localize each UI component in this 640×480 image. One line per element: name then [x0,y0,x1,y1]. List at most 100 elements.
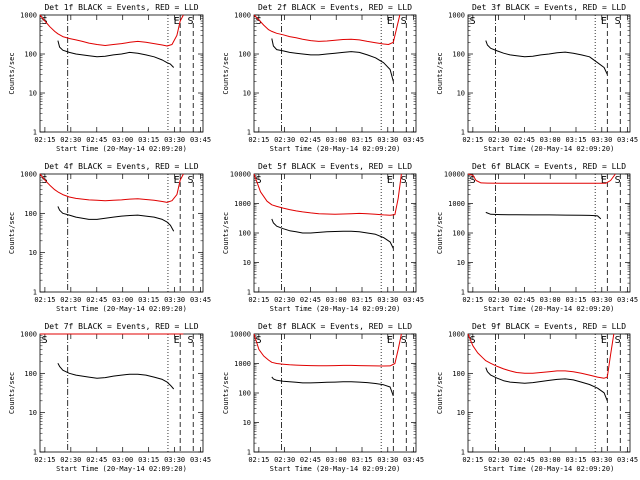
x-tick-label: 03:00 [112,296,133,304]
event-flag-s: S [188,175,194,186]
event-flag-s: S [188,16,194,27]
x-tick-label: 03:00 [540,136,561,144]
x-tick-label: 03:30 [591,456,612,464]
x-axis-label: Start Time (20-May-14 02:09:20) [484,465,615,473]
y-axis-label: Counts/sec [222,212,230,254]
x-tick-label: 02:45 [86,136,107,144]
series-line-events [57,363,175,390]
event-flag-s: S [42,335,48,346]
x-tick-label: 02:30 [60,456,81,464]
series-line-events [57,206,175,232]
y-tick-label: 1000 [448,331,465,339]
x-tick-label: 03:45 [190,136,211,144]
event-flag-e: E [387,16,393,27]
x-tick-label: 03:15 [138,296,159,304]
plot-frame [39,333,204,453]
x-tick-label: 02:45 [300,296,321,304]
y-tick-label: 10 [457,409,465,417]
y-tick-label: 1 [247,289,251,297]
x-axis-label: Start Time (20-May-14 02:09:20) [56,465,187,473]
event-flag-s: S [256,335,262,346]
x-tick-label: 02:45 [86,456,107,464]
y-tick-label: 10000 [444,171,465,179]
event-flag-e: E [174,335,180,346]
x-tick-label: 03:45 [617,136,638,144]
y-tick-label: 1000 [20,171,37,179]
x-tick-label: 02:45 [300,136,321,144]
series-line-lld [253,14,401,45]
event-flag-s: S [401,335,407,346]
x-tick-label: 02:15 [34,136,55,144]
y-tick-label: 10 [29,90,37,98]
y-axis-label: Counts/sec [436,52,444,94]
x-axis-label: Start Time (20-May-14 02:09:20) [484,305,615,313]
x-tick-label: 03:00 [112,136,133,144]
event-flag-s: S [470,16,476,27]
series-line-lld [467,173,616,184]
y-axis-label: Counts/sec [436,372,444,414]
chart-panel-6: Det 6f BLACK = Events, RED = LLD 1 10 100 10… [436,162,638,313]
x-axis-label: Start Time (20-May-14 02:09:20) [270,145,401,153]
chart-title: Det 1f BLACK = Events, RED = LLD [44,3,198,12]
event-flag-s: S [401,16,407,27]
event-flag-e: E [601,16,607,27]
series-line-lld [39,173,184,203]
y-tick-label: 1 [33,129,37,137]
series-line-lld [467,333,615,379]
event-flag-s: S [470,335,476,346]
x-tick-label: 02:15 [34,456,55,464]
y-tick-label: 1 [247,129,251,137]
x-tick-label: 03:45 [403,296,424,304]
x-tick-label: 03:30 [591,136,612,144]
plot-frame [253,333,417,453]
chart-panel-1: Det 1f BLACK = Events, RED = LLD 1 10 100 10… [8,3,211,153]
x-tick-label: 03:45 [403,456,424,464]
chart-panel-3: Det 3f BLACK = Events, RED = LLD 1 10 100 10… [436,3,638,153]
chart-panel-9: Det 9f BLACK = Events, RED = LLD 1 10 100 10… [436,322,638,473]
event-flag-s: S [615,16,621,27]
chart-panel-5: Det 5f BLACK = Events, RED = LLD 1 10 100 10… [222,162,424,313]
x-tick-label: 03:00 [112,456,133,464]
y-tick-label: 1 [461,449,465,457]
x-tick-label: 02:45 [300,456,321,464]
chart-panel-2: Det 2f BLACK = Events, RED = LLD 1 10 100 10… [222,3,424,153]
x-tick-label: 02:30 [274,296,295,304]
x-tick-label: 03:45 [190,296,211,304]
plot-frame [467,333,631,453]
y-tick-label: 1000 [234,12,251,20]
chart-title: Det 6f BLACK = Events, RED = LLD [472,162,626,171]
y-tick-label: 100 [24,210,37,218]
event-flag-e: E [174,16,180,27]
chart-title: Det 2f BLACK = Events, RED = LLD [258,3,412,12]
chart-panel-7: Det 7f BLACK = Events, RED = LLD 1 10 100 10… [8,322,211,473]
x-tick-label: 03:00 [326,136,347,144]
x-tick-label: 02:15 [248,136,269,144]
y-axis-label: Counts/sec [222,52,230,94]
plot-frame [467,173,631,293]
y-tick-label: 1 [33,289,37,297]
x-tick-label: 03:15 [138,456,159,464]
chart-title: Det 8f BLACK = Events, RED = LLD [258,322,412,331]
y-tick-label: 1 [247,449,251,457]
x-tick-label: 02:30 [274,456,295,464]
x-tick-label: 03:15 [351,136,372,144]
y-tick-label: 100 [238,390,251,398]
y-tick-label: 10000 [230,331,251,339]
chart-panel-8: Det 8f BLACK = Events, RED = LLD 1 10 100 10… [222,322,424,473]
x-tick-label: 03:30 [377,136,398,144]
series-line-events [271,38,394,82]
series-line-events [271,218,394,249]
x-tick-label: 03:30 [377,456,398,464]
y-tick-label: 10 [243,259,251,267]
y-tick-label: 1000 [448,12,465,20]
chart-title: Det 7f BLACK = Events, RED = LLD [44,322,198,331]
x-tick-label: 02:30 [488,456,509,464]
chart-panel-4: Det 4f BLACK = Events, RED = LLD 1 10 100 10… [8,162,211,313]
x-tick-label: 03:00 [540,296,561,304]
x-tick-label: 02:45 [514,456,535,464]
y-axis-label: Counts/sec [222,372,230,414]
y-tick-label: 100 [24,370,37,378]
y-axis-label: Counts/sec [8,52,16,94]
event-flag-e: E [601,175,607,186]
x-tick-label: 02:15 [462,136,483,144]
